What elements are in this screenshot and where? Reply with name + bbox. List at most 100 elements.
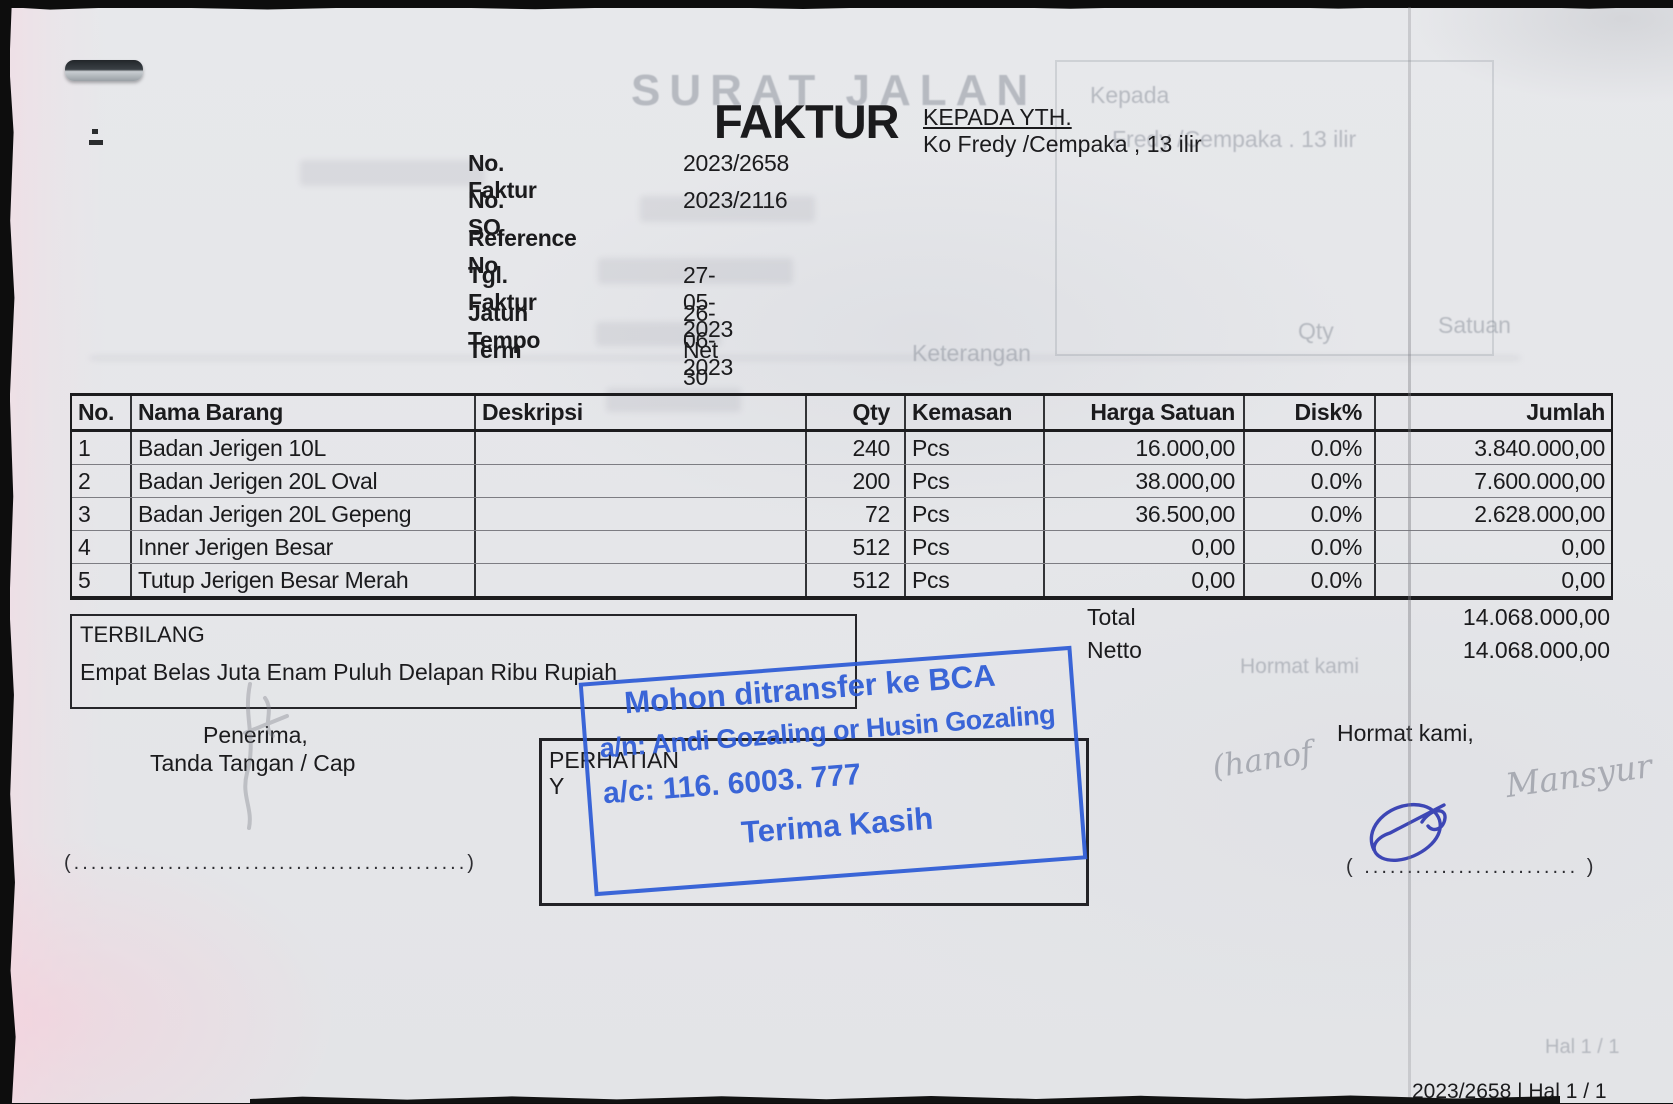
- total-value: 14.068.000,00: [1462, 604, 1610, 630]
- table-row: 5 Tutup Jerigen Besar Merah 512 Pcs 0,00 0.0%…: [72, 564, 1611, 596]
- meta-label: Jatuh Tempo: [468, 299, 541, 353]
- table-header-cell: Harga Satuan: [1045, 396, 1245, 429]
- recipient-name: Ko Fredy /Cempaka , 13 ilir: [923, 131, 1202, 157]
- table-cell: 200: [807, 465, 906, 497]
- ghost-col-qty: Qty: [1298, 318, 1334, 344]
- attention-box: PERHATIAN Y: [539, 738, 1089, 906]
- ghost-kepada-value: Fredy /Cempaka . 13 ilir: [1112, 126, 1357, 152]
- table-cell: 0.0%: [1245, 531, 1376, 563]
- total-label: Netto: [1087, 637, 1142, 663]
- transfer-stamp: Mohon ditransfer ke BCA a/n: Andi Gozali…: [578, 645, 1088, 897]
- ghost-smudge: [606, 388, 741, 412]
- table-cell: Inner Jerigen Besar: [132, 531, 476, 563]
- table-header-cell: Kemasan: [906, 396, 1045, 429]
- meta-value: 26-06-2023: [683, 299, 733, 380]
- table-cell: Pcs: [906, 564, 1045, 596]
- punch-mark: [92, 129, 98, 134]
- meta-value: Net 30: [683, 336, 718, 390]
- table-cell: 0,00: [1561, 567, 1605, 593]
- table-cell: 72: [807, 498, 906, 530]
- recipient-label: KEPADA YTH.: [923, 104, 1072, 130]
- table-row: 2 Badan Jerigen 20L Oval 200 Pcs 38.000,00 0.…: [72, 465, 1611, 498]
- table-cell: 0.0%: [1245, 498, 1376, 530]
- table-cell: 0.0%: [1245, 465, 1376, 497]
- meta-value: 27-05-2023: [683, 262, 733, 343]
- table-cell: Pcs: [906, 465, 1045, 497]
- meta-label: Tgl. Faktur: [468, 262, 537, 316]
- table-cell: [476, 465, 807, 497]
- staple-mark: [65, 60, 143, 81]
- scan-edge-left: [0, 0, 16, 1103]
- receiver-title: Penerima,: [203, 722, 308, 748]
- ghost-smudge: [598, 258, 793, 284]
- total-label: Total: [1087, 604, 1136, 630]
- table-row: 4 Inner Jerigen Besar 512 Pcs 0,00 0.0% 0,00: [72, 531, 1611, 564]
- table-cell: 240: [807, 432, 906, 464]
- terbilang-text: Empat Belas Juta Enam Puluh Delapan Ribu…: [80, 659, 617, 685]
- pencil-scribble: [243, 682, 289, 830]
- table-cell: 4: [72, 531, 132, 563]
- scanned-paper: [10, 8, 1673, 1103]
- page-title: FAKTUR: [714, 95, 900, 148]
- sender-sign-line: ( ......................... ): [1346, 856, 1597, 878]
- ghost-kepada-label: Kepada: [1090, 82, 1170, 108]
- receiver-sign-line: (.......................................…: [64, 852, 477, 874]
- table-cell: 38.000,00: [1045, 465, 1245, 497]
- table-cell: 3.840.000,00: [1474, 435, 1605, 461]
- table-cell: [476, 531, 807, 563]
- table-cell: 5: [72, 564, 132, 596]
- ghost-smudge: [300, 160, 485, 186]
- ghost-smudge: [596, 322, 721, 346]
- scan-edge-top: [0, 0, 1673, 10]
- table-cell: 36.500,00: [1045, 498, 1245, 530]
- ghost-hal-page: Hal 1 / 1: [1545, 1036, 1620, 1058]
- table-header-cell: Jumlah: [1526, 399, 1605, 425]
- table-cell: 1: [72, 432, 132, 464]
- table-cell: [476, 498, 807, 530]
- fold-crease-line: [1408, 0, 1411, 1103]
- total-row: Total 14.068.000,00: [0, 604, 1673, 634]
- meta-value: 2023/2658: [683, 150, 790, 176]
- table-cell: Pcs: [906, 531, 1045, 563]
- table-header-cell: No.: [72, 396, 132, 429]
- table-cell: [476, 564, 807, 596]
- total-row: Netto 14.068.000,00: [0, 637, 1673, 667]
- signature-ink: [1369, 802, 1447, 862]
- meta-label: No. SO: [468, 187, 505, 241]
- table-cell: Badan Jerigen 20L Oval: [132, 465, 476, 497]
- table-cell: 0.0%: [1245, 432, 1376, 464]
- table-header-cell: Qty: [807, 396, 906, 429]
- terbilang-label: TERBILANG: [80, 622, 205, 647]
- sender-title: Hormat kami,: [1337, 720, 1474, 746]
- table-cell: 2: [72, 465, 132, 497]
- ghost-surat-jalan-title: SURAT JALAN: [631, 66, 1038, 115]
- meta-label: Reference No: [468, 224, 577, 278]
- table-row: 3 Badan Jerigen 20L Gepeng 72 Pcs 36.500,00 0…: [72, 498, 1611, 531]
- table-cell: Badan Jerigen 20L Gepeng: [132, 498, 476, 530]
- stamp-line-3: a/c: 116. 6003. 777: [601, 757, 863, 811]
- table-cell: 512: [807, 564, 906, 596]
- attention-text: Y: [549, 773, 565, 799]
- total-value: 14.068.000,00: [1462, 637, 1610, 663]
- ghost-smudge: [640, 196, 815, 222]
- table-header-row: No. Nama Barang Deskripsi Qty Kemasan Harga S…: [72, 396, 1611, 432]
- ghost-table-topline: [90, 356, 1520, 360]
- table-cell: 16.000,00: [1045, 432, 1245, 464]
- ghost-col-keterangan: Keterangan: [912, 340, 1031, 366]
- receiver-caption: Tanda Tangan / Cap: [150, 750, 356, 776]
- terbilang-box: TERBILANG Empat Belas Juta Enam Puluh De…: [70, 614, 857, 709]
- punch-mark: [89, 140, 103, 145]
- table-cell: 0,00: [1561, 534, 1605, 560]
- table-row: 1 Badan Jerigen 10L 240 Pcs 16.000,00 0.0% 3.8…: [72, 432, 1611, 465]
- items-table: No. Nama Barang Deskripsi Qty Kemasan Harga S…: [70, 393, 1613, 600]
- scan-edge-bottom: [250, 1095, 1560, 1103]
- ghost-col-satuan: Satuan: [1438, 312, 1511, 338]
- table-cell: 0,00: [1045, 564, 1245, 596]
- meta-label: Term: [468, 336, 522, 363]
- table-cell: 0.0%: [1245, 564, 1376, 596]
- meta-value: 2023/2116: [683, 187, 788, 214]
- table-cell: Pcs: [906, 498, 1045, 530]
- ghost-hormat-kami: Hormat kami: [1240, 655, 1360, 678]
- table-header-cell: Disk%: [1245, 396, 1376, 429]
- meta-label: No. Faktur: [468, 150, 537, 203]
